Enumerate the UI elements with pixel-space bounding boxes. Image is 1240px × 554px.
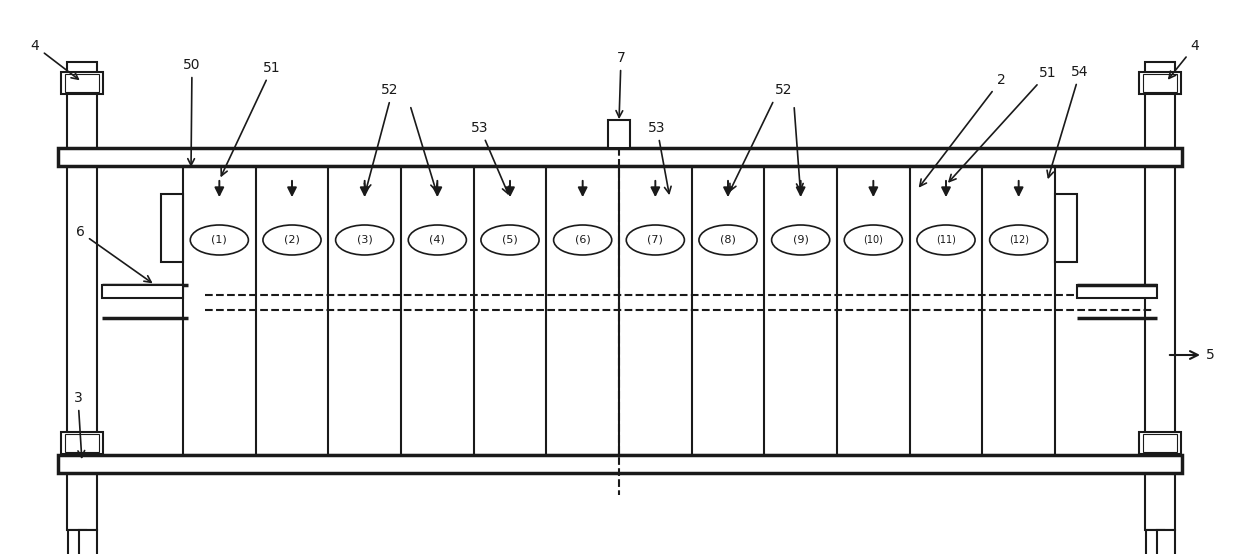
Text: 4: 4 bbox=[1169, 39, 1199, 78]
Bar bbox=[61, 432, 103, 454]
Text: (1): (1) bbox=[212, 235, 227, 245]
Text: 51: 51 bbox=[221, 61, 280, 176]
Ellipse shape bbox=[263, 225, 321, 255]
Ellipse shape bbox=[916, 225, 975, 255]
Bar bbox=[61, 72, 103, 94]
Ellipse shape bbox=[771, 225, 830, 255]
Bar bbox=[1143, 74, 1177, 92]
Text: (6): (6) bbox=[575, 235, 590, 245]
Bar bbox=[67, 62, 97, 530]
Text: 52: 52 bbox=[775, 83, 792, 97]
Text: 54: 54 bbox=[1047, 65, 1089, 177]
Bar bbox=[1143, 434, 1177, 452]
Ellipse shape bbox=[844, 225, 903, 255]
Text: (9): (9) bbox=[792, 235, 808, 245]
Bar bbox=[1055, 194, 1078, 262]
Text: 3: 3 bbox=[73, 391, 84, 458]
Bar bbox=[58, 148, 1182, 166]
Bar bbox=[1078, 285, 1157, 298]
Ellipse shape bbox=[190, 225, 248, 255]
Text: (2): (2) bbox=[284, 235, 300, 245]
Text: (5): (5) bbox=[502, 235, 518, 245]
Text: 7: 7 bbox=[616, 51, 625, 117]
Text: (12): (12) bbox=[1008, 235, 1029, 245]
Bar bbox=[161, 194, 184, 262]
Bar bbox=[58, 455, 1182, 473]
Bar bbox=[79, 530, 97, 554]
Ellipse shape bbox=[553, 225, 611, 255]
Text: 2: 2 bbox=[920, 73, 1006, 186]
Text: (10): (10) bbox=[863, 235, 883, 245]
Text: 6: 6 bbox=[76, 225, 151, 283]
Text: 53: 53 bbox=[649, 121, 671, 193]
Bar bbox=[1145, 62, 1176, 530]
Bar bbox=[1140, 432, 1180, 454]
Text: 51: 51 bbox=[949, 66, 1056, 182]
Text: (11): (11) bbox=[936, 235, 956, 245]
Bar bbox=[1157, 530, 1176, 554]
Text: 5: 5 bbox=[1169, 348, 1214, 362]
Bar bbox=[608, 120, 630, 148]
Text: 50: 50 bbox=[184, 58, 201, 165]
Bar bbox=[1146, 530, 1164, 554]
Text: 52: 52 bbox=[381, 83, 399, 97]
Ellipse shape bbox=[699, 225, 758, 255]
Ellipse shape bbox=[990, 225, 1048, 255]
Ellipse shape bbox=[336, 225, 394, 255]
Text: (8): (8) bbox=[720, 235, 735, 245]
Text: (7): (7) bbox=[647, 235, 663, 245]
Bar bbox=[64, 74, 99, 92]
Bar bbox=[68, 530, 86, 554]
Text: (4): (4) bbox=[429, 235, 445, 245]
Ellipse shape bbox=[626, 225, 684, 255]
Bar bbox=[102, 285, 184, 298]
Bar bbox=[1140, 72, 1180, 94]
Bar bbox=[64, 434, 99, 452]
Ellipse shape bbox=[481, 225, 539, 255]
Text: (3): (3) bbox=[357, 235, 372, 245]
Text: 4: 4 bbox=[31, 39, 78, 79]
Text: 53: 53 bbox=[471, 121, 508, 194]
Ellipse shape bbox=[408, 225, 466, 255]
